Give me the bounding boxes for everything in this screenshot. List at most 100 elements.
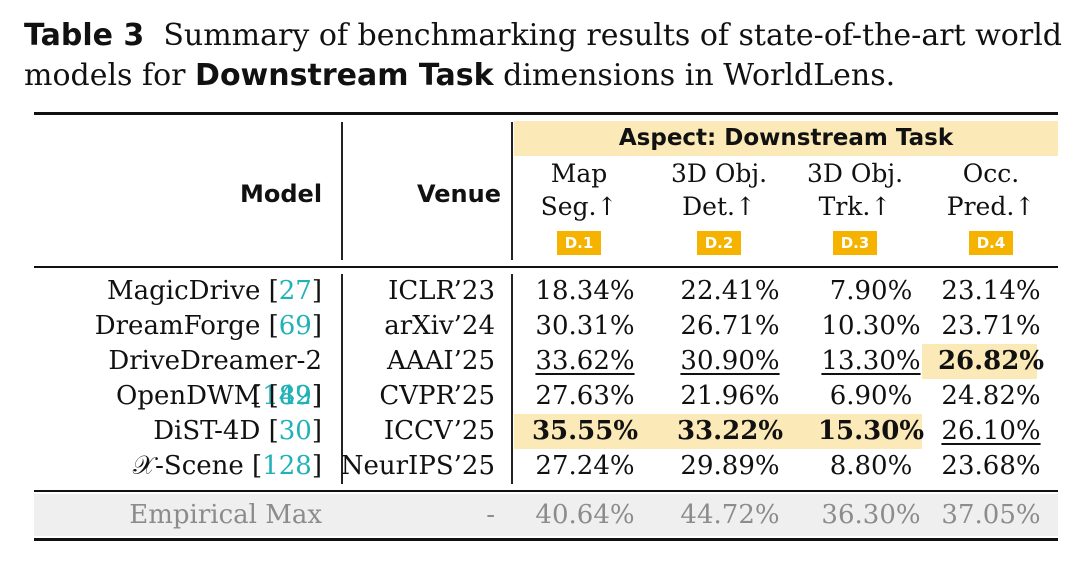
best-value: 26.82% bbox=[937, 346, 1045, 376]
value-cell: 27.24% bbox=[535, 451, 635, 481]
value-cell-container: 26.10% bbox=[926, 414, 1056, 449]
second-best-value: 33.62% bbox=[535, 346, 635, 376]
citation-link[interactable]: 128 bbox=[262, 451, 312, 481]
value-cell: 30.31% bbox=[535, 311, 635, 341]
venue-cell: CVPR’25 bbox=[379, 381, 495, 411]
value-cell-container: 15.30% bbox=[806, 414, 936, 449]
table-row: DriveDreamer-2 [142] AAAI’25 33.62% 30.9… bbox=[34, 344, 1058, 411]
header-model: Model bbox=[240, 180, 323, 208]
column-header-line1: 3D Obj. bbox=[670, 159, 768, 188]
venue-cell: arXiv’24 bbox=[384, 311, 495, 341]
vline-model bbox=[341, 122, 343, 260]
model-name: DriveDreamer-2 bbox=[108, 346, 322, 376]
vline-venue bbox=[511, 122, 513, 260]
column-header-obj-trk: 3D Obj. Trk.↑ D.3 bbox=[790, 157, 920, 256]
venue-cell: NeurIPS’25 bbox=[340, 451, 495, 481]
caption-bold: Downstream Task bbox=[195, 58, 494, 93]
empirical-value: 36.30% bbox=[821, 500, 921, 530]
value-cell: 22.41% bbox=[680, 276, 780, 306]
citation-link[interactable]: 27 bbox=[278, 276, 312, 306]
venue-cell: ICCV’25 bbox=[383, 416, 495, 446]
model-cell: MagicDrive [27] bbox=[107, 276, 322, 306]
model-name: DreamForge bbox=[94, 311, 261, 341]
caption-text-before: Summary of benchmarking results of state… bbox=[24, 18, 1063, 93]
model-cell: 𝒳-Scene [128] bbox=[132, 451, 322, 481]
dimension-badge: D.4 bbox=[968, 231, 1014, 255]
model-cell: DriveDreamer-2 [142] bbox=[108, 346, 322, 411]
value-cell: 23.14% bbox=[941, 276, 1041, 306]
empirical-venue: - bbox=[486, 500, 495, 530]
second-best-value: 30.90% bbox=[680, 346, 780, 376]
model-name: OpenDWM bbox=[116, 381, 261, 411]
citation-link[interactable]: 89 bbox=[278, 381, 312, 411]
column-header-line2: Det.↑ bbox=[682, 192, 756, 221]
header-venue: Venue bbox=[417, 180, 501, 208]
best-highlight-dist4d bbox=[514, 414, 922, 449]
value-cell: 8.80% bbox=[829, 451, 913, 481]
bottom-rule bbox=[34, 538, 1058, 541]
column-header-line2: Trk.↑ bbox=[818, 192, 892, 221]
model-cell: DiST-4D [30] bbox=[153, 416, 322, 446]
model-cell: DreamForge [69] bbox=[94, 311, 322, 341]
value-cell: 7.90% bbox=[829, 276, 913, 306]
vline-model-body bbox=[341, 274, 343, 484]
value-cell-container: 13.30% bbox=[806, 344, 936, 379]
table-caption: Table 3 Summary of benchmarking results … bbox=[24, 16, 1064, 96]
empirical-value: 44.72% bbox=[680, 500, 780, 530]
second-best-value: 26.10% bbox=[941, 416, 1041, 446]
column-header-line2: Pred.↑ bbox=[946, 192, 1036, 221]
value-cell-container: 26.82% bbox=[926, 344, 1056, 379]
aspect-header: Aspect: Downstream Task bbox=[514, 121, 1058, 156]
caption-label: Table 3 bbox=[24, 18, 145, 53]
best-highlight-occ bbox=[922, 344, 1037, 379]
model-name: DiST-4D bbox=[153, 416, 261, 446]
table-row: 𝒳-Scene [128] NeurIPS’25 27.24% 29.89% 8… bbox=[34, 449, 1058, 484]
value-cell: 6.90% bbox=[829, 381, 913, 411]
venue-cell: ICLR’23 bbox=[388, 276, 495, 306]
empirical-value: 37.05% bbox=[941, 500, 1041, 530]
value-cell: 10.30% bbox=[821, 311, 921, 341]
column-header-occ-pred: Occ. Pred.↑ D.4 bbox=[926, 157, 1056, 256]
column-header-line2: Seg.↑ bbox=[540, 192, 618, 221]
empirical-max-row: Empirical Max - 40.64% 44.72% 36.30% 37.… bbox=[34, 498, 1058, 533]
second-best-value: 13.30% bbox=[821, 346, 921, 376]
value-cell-container: 33.22% bbox=[665, 414, 795, 449]
table-row: MagicDrive [27] ICLR’23 18.34% 22.41% 7.… bbox=[34, 274, 1058, 309]
table-row: DreamForge [69] arXiv’24 30.31% 26.71% 1… bbox=[34, 309, 1058, 344]
value-cell: 23.68% bbox=[941, 451, 1041, 481]
empirical-label: Empirical Max bbox=[129, 500, 322, 530]
value-cell-container: 35.55% bbox=[520, 414, 650, 449]
value-cell-container: 33.62% bbox=[520, 344, 650, 379]
value-cell-container: 30.90% bbox=[665, 344, 795, 379]
header-rule bbox=[34, 266, 1058, 268]
dimension-badge: D.3 bbox=[832, 231, 878, 255]
value-cell: 29.89% bbox=[680, 451, 780, 481]
value-cell: 18.34% bbox=[535, 276, 635, 306]
column-header-obj-det: 3D Obj. Det.↑ D.2 bbox=[654, 157, 784, 256]
dimension-badge: D.1 bbox=[556, 231, 602, 255]
empirical-value: 40.64% bbox=[535, 500, 635, 530]
best-value: 35.55% bbox=[531, 416, 639, 446]
vline-venue-body bbox=[511, 274, 513, 484]
model-cell: OpenDWM [89] bbox=[116, 381, 322, 411]
table-row: OpenDWM [89] CVPR’25 27.63% 21.96% 6.90%… bbox=[34, 379, 1058, 414]
model-name: 𝒳-Scene bbox=[132, 451, 244, 481]
citation-link[interactable]: 30 bbox=[278, 416, 312, 446]
citation-link[interactable]: 142 bbox=[262, 381, 312, 411]
value-cell: 23.71% bbox=[941, 311, 1041, 341]
table-row: DiST-4D [30] ICCV’25 35.55% 33.22% 15.30… bbox=[34, 414, 1058, 449]
value-cell: 21.96% bbox=[680, 381, 780, 411]
best-value: 33.22% bbox=[676, 416, 784, 446]
best-value: 15.30% bbox=[817, 416, 925, 446]
column-header-line1: Map bbox=[550, 159, 608, 188]
citation-link[interactable]: 69 bbox=[278, 311, 312, 341]
venue-cell: AAAI’25 bbox=[387, 346, 495, 376]
column-header-line1: Occ. bbox=[962, 159, 1020, 188]
value-cell: 27.63% bbox=[535, 381, 635, 411]
value-cell: 26.71% bbox=[680, 311, 780, 341]
model-name: MagicDrive bbox=[107, 276, 261, 306]
empirical-rule bbox=[34, 490, 1058, 492]
column-header-map-seg: Map Seg.↑ D.1 bbox=[514, 157, 644, 256]
column-header-line1: 3D Obj. bbox=[806, 159, 904, 188]
dimension-badge: D.2 bbox=[696, 231, 742, 255]
